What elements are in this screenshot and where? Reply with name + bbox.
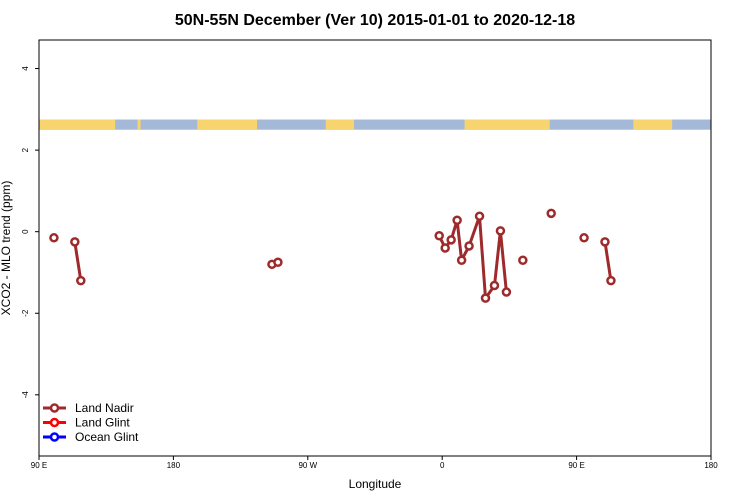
- y-tick-label: 0: [21, 229, 30, 234]
- land-segment: [39, 119, 116, 130]
- data-point: [434, 231, 444, 241]
- x-tick-label: 0: [440, 461, 445, 470]
- legend-marker: [49, 417, 60, 428]
- legend-label: Ocean Glint: [75, 430, 139, 444]
- series-land-nadir: [49, 208, 616, 303]
- data-point: [579, 233, 589, 243]
- ocean-band: [39, 119, 711, 130]
- legend-marker: [49, 403, 60, 413]
- chart-title: 50N-55N December (Ver 10) 2015-01-01 to …: [175, 12, 575, 29]
- data-point: [546, 208, 556, 219]
- series-layer: [49, 208, 616, 303]
- x-tick-label: 90 E: [568, 461, 584, 470]
- land-segment: [137, 119, 141, 130]
- data-point: [464, 241, 474, 251]
- land-ocean-band: [39, 119, 711, 130]
- series-line: [73, 241, 83, 281]
- plot-frame: [38, 39, 712, 457]
- legend-marker: [49, 432, 60, 442]
- data-point: [474, 211, 485, 221]
- data-point: [76, 275, 86, 286]
- data-point: [606, 275, 616, 286]
- data-point: [495, 226, 506, 236]
- land-segment: [325, 119, 355, 130]
- data-point: [440, 243, 450, 253]
- data-point: [600, 237, 610, 247]
- x-axis: 90 E 180 90 W 0 90 E 180: [31, 456, 718, 470]
- x-tick-label: 90 W: [298, 461, 317, 470]
- y-tick-label: -4: [21, 391, 30, 399]
- data-point: [489, 280, 500, 291]
- data-point: [501, 287, 512, 297]
- data-point: [446, 235, 456, 245]
- series-line: [603, 241, 613, 281]
- data-point: [456, 255, 467, 265]
- data-point: [273, 257, 283, 268]
- land-segment: [464, 119, 550, 130]
- x-tick-label: 90 E: [31, 461, 47, 470]
- y-tick-label: -2: [21, 309, 30, 317]
- legend-label: Land Nadir: [75, 401, 134, 415]
- y-tick-label: 4: [21, 66, 30, 71]
- x-tick-label: 180: [704, 461, 718, 470]
- data-point: [480, 293, 491, 303]
- y-axis-label: XCO2 - MLO trend (ppm): [0, 181, 13, 316]
- land-segment: [633, 119, 673, 130]
- y-tick-label: 2: [21, 147, 30, 152]
- x-tick-label: 180: [167, 461, 181, 470]
- data-point: [49, 233, 59, 243]
- data-point: [518, 255, 528, 265]
- x-axis-label: Longitude: [349, 477, 402, 491]
- data-point: [70, 237, 80, 247]
- data-point: [452, 215, 462, 226]
- legend-label: Land Glint: [75, 416, 130, 430]
- land-segment: [197, 119, 258, 130]
- y-axis: -4 -2 0 2 4: [21, 66, 39, 399]
